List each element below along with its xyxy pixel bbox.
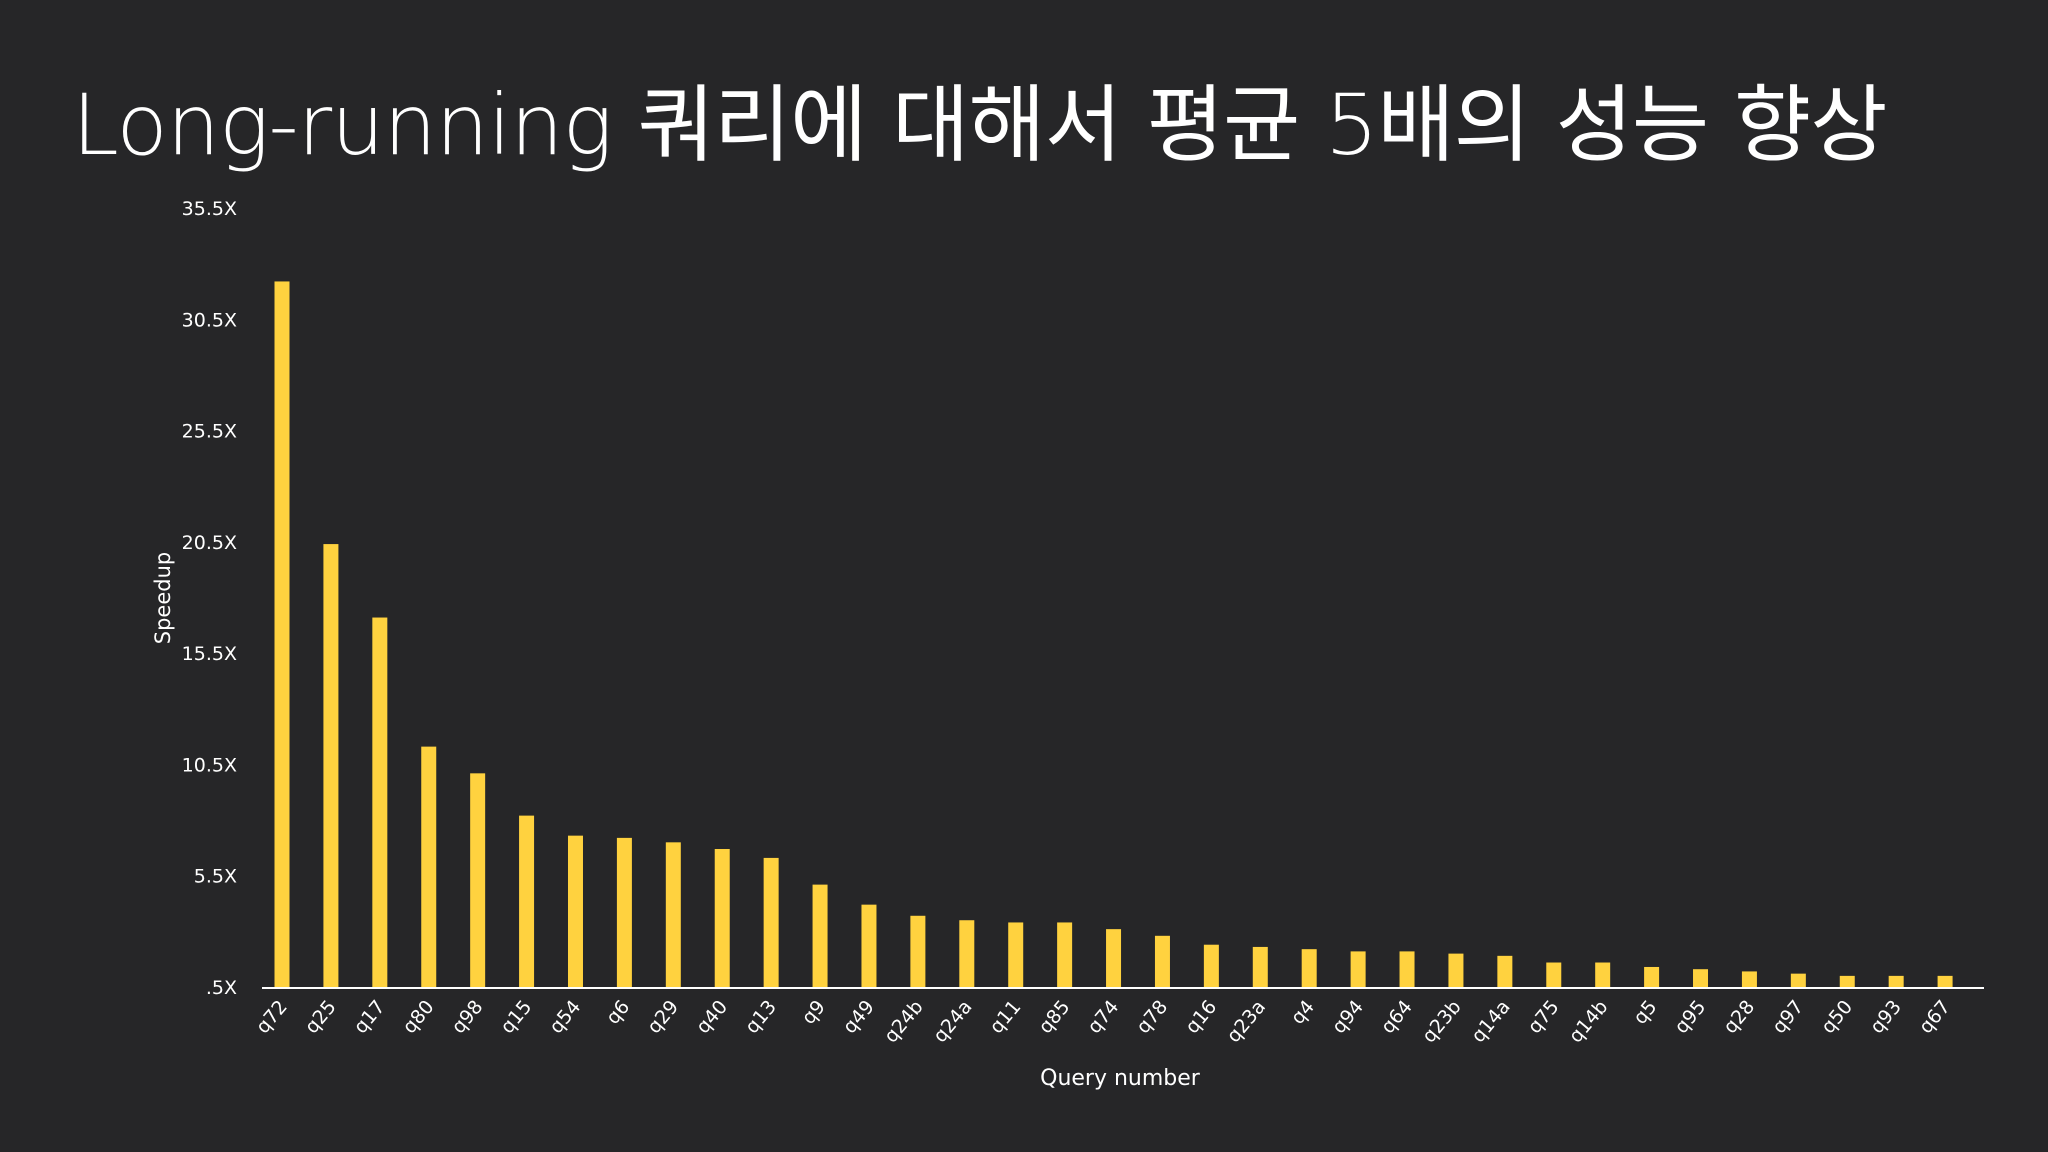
x-tick-label: q16	[1181, 996, 1221, 1038]
x-tick-label: q25	[301, 996, 341, 1038]
bars	[274, 281, 1953, 987]
bar-q94	[1350, 951, 1366, 987]
x-tick-label: q23a	[1222, 996, 1270, 1047]
y-axis-label: Speedup	[151, 552, 175, 644]
bar-q75	[1546, 962, 1562, 987]
bar-q64	[1399, 951, 1415, 987]
x-tick-label: q75	[1523, 996, 1563, 1038]
x-tick-label: q94	[1328, 996, 1368, 1038]
slide-title: Long-running 쿼리에 대해서 평균 5배의 성능 향상	[72, 76, 1887, 174]
x-tick-label: q98	[447, 996, 487, 1038]
bar-q85	[1057, 922, 1073, 987]
y-axis-ticks: .5X 5.5X 10.5X 15.5X 20.5X 25.5X 30.5X 35.5X	[182, 198, 237, 999]
bar-q25	[323, 544, 339, 987]
bar-q23b	[1448, 953, 1464, 987]
bar-q29	[665, 842, 681, 987]
bar-q24a	[959, 920, 975, 987]
x-tick-label: q17	[350, 996, 390, 1038]
x-tick-label: q78	[1132, 996, 1172, 1038]
bar-q78	[1154, 935, 1170, 987]
bar-q16	[1203, 944, 1219, 987]
bar-q5	[1644, 966, 1660, 987]
y-tick-label: 20.5X	[182, 532, 237, 554]
x-tick-label: q40	[692, 996, 732, 1038]
x-tick-label: q24b	[880, 996, 928, 1047]
bar-q6	[616, 837, 632, 987]
y-tick-label: .5X	[206, 977, 237, 999]
x-tick-label: q93	[1866, 996, 1906, 1038]
y-tick-label: 35.5X	[182, 198, 237, 220]
bar-q50	[1839, 975, 1855, 987]
bar-q49	[861, 904, 877, 987]
x-tick-label: q29	[643, 996, 683, 1038]
x-tick-label: q85	[1034, 996, 1074, 1038]
bar-q23a	[1252, 946, 1268, 987]
bar-q95	[1693, 969, 1709, 987]
bar-q54	[567, 835, 583, 987]
x-tick-label: q50	[1817, 996, 1857, 1038]
bar-q17	[372, 617, 388, 987]
x-tick-label: q28	[1719, 996, 1759, 1038]
x-tick-label: q11	[985, 996, 1025, 1038]
x-tick-label: q4	[1287, 996, 1319, 1029]
x-tick-label: q97	[1768, 996, 1808, 1038]
y-tick-label: 15.5X	[182, 643, 237, 665]
bar-q97	[1790, 973, 1806, 987]
y-tick-label: 30.5X	[182, 309, 237, 331]
y-tick-label: 10.5X	[182, 754, 237, 776]
x-tick-label: q95	[1670, 996, 1710, 1038]
bar-q93	[1888, 975, 1904, 987]
bar-q11	[1008, 922, 1024, 987]
x-tick-label: q14b	[1565, 996, 1613, 1047]
x-tick-label: q13	[741, 996, 781, 1038]
x-tick-label: q80	[398, 996, 438, 1038]
bar-q67	[1937, 975, 1953, 987]
x-tick-label: q23b	[1418, 996, 1466, 1047]
x-tick-label: q5	[1629, 996, 1661, 1029]
bar-q9	[812, 884, 828, 987]
x-tick-label: q74	[1083, 996, 1123, 1038]
x-tick-label: q67	[1915, 996, 1955, 1038]
bar-q74	[1106, 929, 1122, 987]
x-tick-label: q72	[252, 996, 292, 1038]
x-tick-label: q54	[545, 996, 585, 1038]
bar-q80	[421, 746, 437, 987]
x-tick-label: q24a	[929, 996, 977, 1047]
bar-q15	[519, 815, 535, 987]
x-tick-label: q64	[1377, 996, 1417, 1038]
bar-q40	[714, 849, 730, 987]
bar-q28	[1741, 971, 1757, 987]
x-tick-label: q49	[839, 996, 879, 1038]
x-axis-label: Query number	[1040, 1066, 1201, 1091]
x-axis-ticks: q72 q25 q17 q80 q98 q15 q54 q6 q29 q40 q13 q9 q49 q24…	[252, 996, 1955, 1047]
bar-q14a	[1497, 955, 1513, 987]
bar-q4	[1301, 949, 1317, 987]
y-tick-label: 5.5X	[194, 866, 237, 888]
bar-q98	[470, 773, 486, 987]
x-tick-label: q6	[602, 996, 634, 1029]
bar-q14b	[1595, 962, 1611, 987]
y-tick-label: 25.5X	[182, 421, 237, 443]
bar-q24b	[910, 915, 926, 987]
x-tick-label: q9	[798, 996, 830, 1029]
x-tick-label: q15	[496, 996, 536, 1038]
bar-q72	[274, 281, 290, 987]
bar-q13	[763, 857, 779, 987]
x-tick-label: q14a	[1467, 996, 1515, 1047]
